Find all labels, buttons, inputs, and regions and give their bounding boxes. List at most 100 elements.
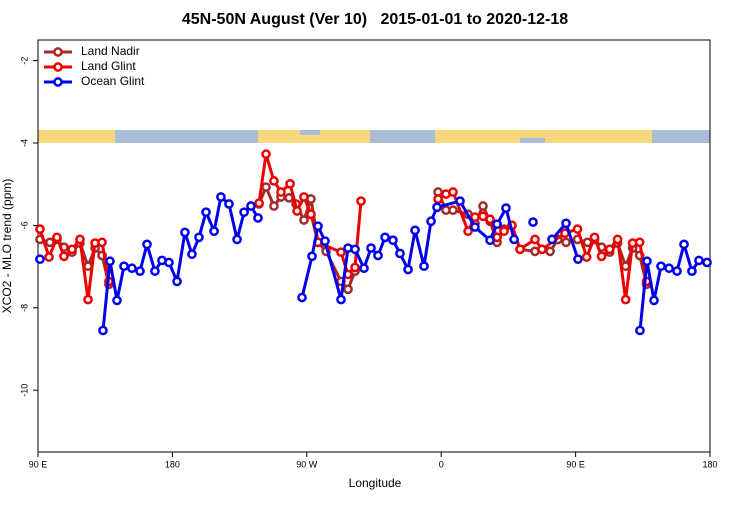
data-point (649, 295, 659, 306)
data-point (470, 212, 480, 223)
data-point (142, 239, 152, 250)
legend-marker (53, 62, 63, 72)
data-point (67, 244, 77, 255)
data-point (463, 226, 473, 237)
data-point (135, 266, 145, 276)
data-point (545, 246, 555, 257)
y-tick-label: -6 (19, 221, 29, 229)
data-point (373, 250, 383, 261)
data-point (485, 235, 495, 246)
plot-frame (37, 39, 711, 453)
data-point (150, 266, 160, 276)
chart-title: 45N-50N August (Ver 10) 2015-01-01 to 20… (182, 11, 568, 28)
data-point (224, 199, 234, 209)
legend-label: Land Glint (81, 59, 136, 73)
data-point (83, 294, 93, 305)
data-point (403, 264, 413, 275)
data-point (635, 325, 645, 336)
legend-marker (53, 47, 63, 57)
data-point (313, 221, 323, 232)
data-point (232, 234, 242, 245)
data-point (485, 214, 495, 225)
data-point (261, 149, 271, 159)
data-point (515, 244, 525, 255)
map-strip (38, 130, 710, 143)
y-axis-label: XCO2 - MLO trend (ppm) (0, 179, 14, 314)
data-point (596, 251, 607, 262)
data-point (581, 252, 592, 262)
data-point (119, 261, 129, 272)
y-tick-label: -4 (19, 139, 29, 147)
data-point (261, 182, 271, 192)
data-point (350, 262, 360, 273)
data-point (478, 201, 488, 211)
data-point (561, 237, 571, 248)
data-point (343, 284, 353, 295)
data-point (679, 239, 689, 250)
x-axis-label: Longitude (349, 476, 402, 490)
x-tick-label: 90 E (566, 459, 585, 469)
data-point (604, 244, 615, 255)
data-point (269, 176, 279, 186)
data-point (356, 196, 366, 206)
data-point (285, 178, 295, 189)
data-point (561, 218, 571, 229)
y-tick-label: -8 (19, 304, 29, 312)
legend-marker (53, 77, 63, 87)
y-tick-label: -2 (19, 57, 29, 65)
data-point (336, 294, 346, 305)
data-point (187, 249, 197, 260)
data-point (98, 325, 108, 336)
data-point (44, 252, 54, 262)
data-point (470, 222, 480, 232)
data-point (59, 251, 69, 262)
data-point (297, 292, 307, 303)
data-point (419, 261, 429, 272)
data-point (359, 263, 369, 274)
data-point (253, 213, 263, 223)
x-tick-label: 180 (702, 459, 717, 469)
legend-label: Ocean Glint (81, 74, 145, 88)
data-point (216, 192, 226, 202)
data-point (433, 194, 443, 204)
data-point (366, 243, 376, 253)
data-point (52, 232, 62, 243)
data-point (299, 192, 309, 202)
data-point (573, 254, 583, 265)
data-point (501, 203, 511, 213)
data-point (656, 261, 666, 272)
data-point (269, 201, 279, 211)
data-point (448, 187, 458, 197)
x-tick-label: 0 (439, 459, 444, 469)
data-point (395, 248, 405, 259)
data-point (239, 207, 249, 218)
data-point (292, 206, 302, 216)
data-point (687, 266, 697, 276)
data-point (112, 295, 122, 306)
data-point (97, 237, 107, 248)
data-point (530, 234, 540, 245)
data-point (547, 234, 557, 245)
data-point (194, 232, 204, 243)
data-point (612, 234, 623, 245)
data-point (105, 256, 115, 267)
data-point (388, 235, 398, 246)
data-point (307, 251, 317, 262)
data-point (410, 225, 420, 236)
data-point (380, 232, 390, 243)
data-point (499, 226, 509, 237)
data-point (246, 201, 256, 211)
data-point (35, 254, 45, 265)
data-point (350, 244, 360, 255)
data-point (432, 202, 442, 213)
data-point (180, 227, 190, 238)
data-point (172, 276, 182, 287)
data-point (642, 256, 652, 267)
data-point (664, 263, 674, 274)
data-point (254, 198, 264, 209)
data-point (336, 247, 346, 258)
data-point (320, 236, 330, 246)
data-point (492, 219, 502, 230)
